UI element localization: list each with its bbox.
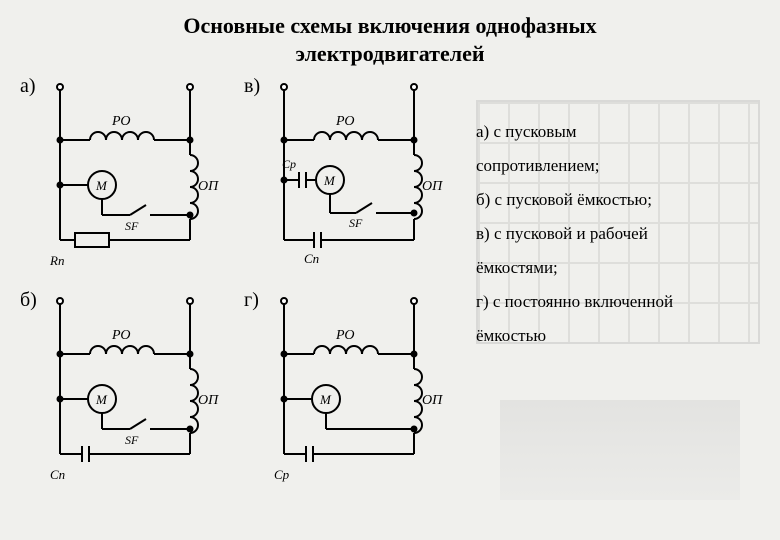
diagram-cell-v: в) (244, 75, 464, 285)
label-M-v: М (323, 173, 336, 188)
label-OP-g: ОП (422, 393, 443, 408)
label-SF-b: SF (125, 433, 139, 447)
label-a: а) (20, 75, 36, 98)
circuit-a: РО ОП М SF Rп (20, 75, 230, 285)
legend-line-v: в) с пусковой и рабочей (476, 217, 760, 251)
title-line-1: Основные схемы включения однофазных (183, 13, 596, 38)
label-g: г) (244, 289, 259, 312)
label-PO: РО (111, 114, 130, 129)
label-Rn: Rп (49, 253, 64, 268)
label-OP: ОП (198, 179, 219, 194)
page-title: Основные схемы включения однофазных элек… (20, 12, 760, 67)
circuit-v: РО ОП М Ср SF Сп (244, 75, 454, 285)
label-M-b: М (95, 392, 108, 407)
diagram-grid: а) (20, 75, 760, 499)
label-v: в) (244, 75, 260, 98)
label-OP-v: ОП (422, 179, 443, 194)
legend-line-g2: ёмкостью (476, 319, 760, 353)
label-SF-v: SF (349, 216, 363, 230)
circuit-g: РО ОП М Ср (244, 289, 454, 499)
label-SF: SF (125, 219, 139, 233)
label-Cn-b: Сп (50, 467, 65, 482)
legend-line-g: г) с постоянно включенной (476, 285, 760, 319)
label-b: б) (20, 289, 37, 312)
legend-line-a2: сопротивлением; (476, 149, 760, 183)
legend: а) с пусковым сопротивлением; б) с пуско… (468, 75, 760, 499)
title-line-2: электродвигателей (295, 41, 484, 66)
legend-line-v2: ёмкостями; (476, 251, 760, 285)
label-M-g: М (319, 392, 332, 407)
label-Cp-v: Ср (282, 157, 296, 171)
main-content: Основные схемы включения однофазных элек… (0, 0, 780, 511)
diagram-cell-a: а) (20, 75, 240, 285)
label-Cp-g: Ср (274, 467, 290, 482)
legend-line-b: б) с пусковой ёмкостью; (476, 183, 760, 217)
legend-line-a: а) с пусковым (476, 115, 760, 149)
diagram-cell-b: б) (20, 289, 240, 499)
diagram-cell-g: г) (244, 289, 464, 499)
label-PO-v: РО (335, 114, 354, 129)
label-Cn-v: Сп (304, 251, 319, 266)
label-M: М (95, 178, 108, 193)
label-PO-g: РО (335, 328, 354, 343)
circuit-b: РО ОП М SF Сп (20, 289, 230, 499)
label-PO-b: РО (111, 328, 130, 343)
label-OP-b: ОП (198, 393, 219, 408)
